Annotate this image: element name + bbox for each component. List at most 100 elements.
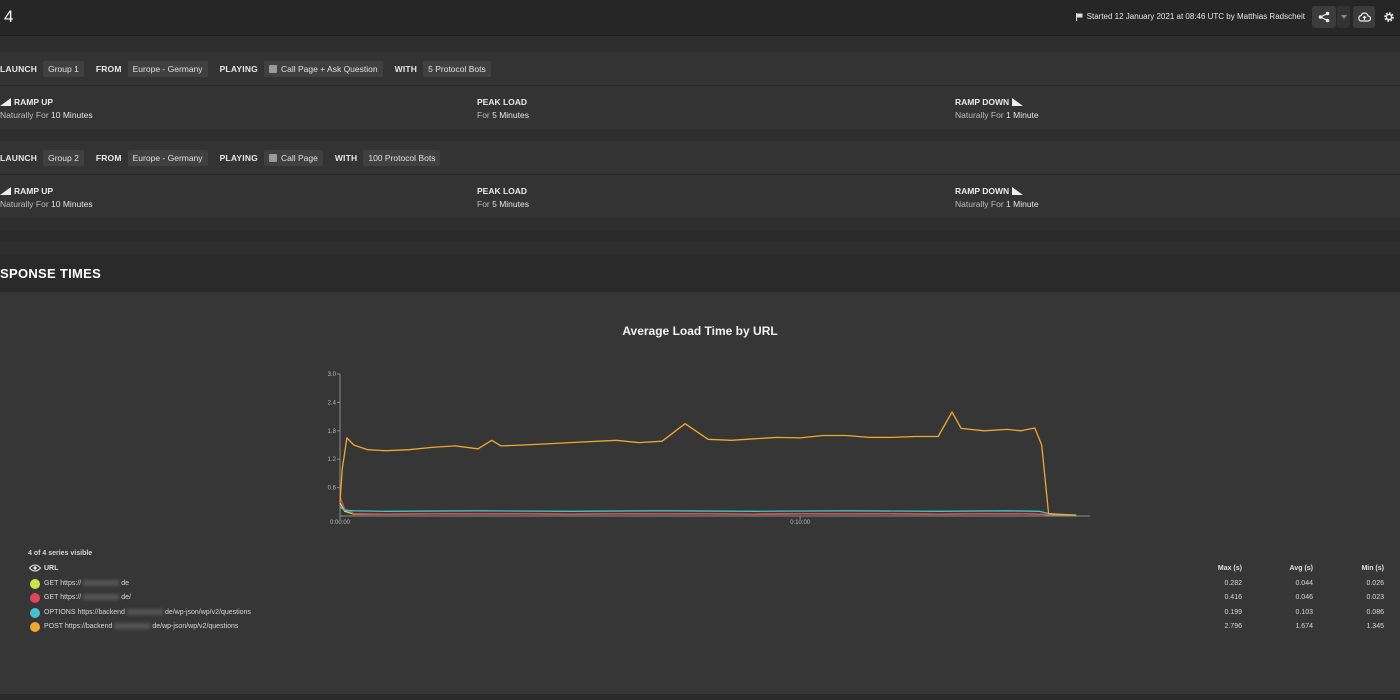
redacted-host xyxy=(114,623,151,630)
group-2-launch-row: LAUNCH Group 2 FROM Europe - Germany PLA… xyxy=(0,149,452,167)
group-1-launch-row: LAUNCH Group 1 FROM Europe - Germany PLA… xyxy=(0,60,503,78)
with-keyword: WITH xyxy=(394,64,418,74)
ramp-down-icon xyxy=(1012,187,1024,195)
section-title: SPONSE TIMES xyxy=(0,266,102,281)
series-min: 0.026 xyxy=(1366,580,1384,587)
series-color-dot[interactable] xyxy=(30,579,40,589)
response-times-header: SPONSE TIMES xyxy=(0,254,1400,292)
region-chip[interactable]: Europe - Germany xyxy=(127,150,208,166)
visible-series-count: 4 of 4 series visible xyxy=(28,550,93,557)
playing-keyword: PLAYING xyxy=(219,153,258,163)
with-keyword: WITH xyxy=(334,153,358,163)
group-2-panel xyxy=(0,141,1400,218)
ramp-up-icon xyxy=(0,98,11,106)
group-name-chip[interactable]: Group 1 xyxy=(43,61,84,77)
series-min: 0.086 xyxy=(1366,608,1384,616)
region-chip[interactable]: Europe - Germany xyxy=(127,61,208,77)
divider xyxy=(0,174,1400,175)
settings-button[interactable] xyxy=(1379,6,1399,28)
series-url: POST https://backend de/wp-json/wp/v2/que… xyxy=(44,622,239,630)
url-column-header: URL xyxy=(44,565,59,572)
legend-header: URL Max (s) Avg (s) Min (s) xyxy=(28,564,1388,578)
series-min: 1.345 xyxy=(1366,622,1384,630)
series-color-dot[interactable] xyxy=(30,621,40,632)
series-max: 0.282 xyxy=(1224,580,1242,587)
ramp-up-title: RAMP UP xyxy=(14,186,54,196)
bots-chip[interactable]: 5 Protocol Bots xyxy=(423,61,491,77)
peak-load-phase: PEAK LOAD For 5 Minutes xyxy=(477,186,529,209)
peak-load-title: PEAK LOAD xyxy=(477,97,528,107)
ramp-up-prefix: Naturally For xyxy=(0,199,49,209)
launch-keyword: LAUNCH xyxy=(0,64,38,74)
series-max: 2.796 xyxy=(1224,622,1242,630)
ramp-up-title: RAMP UP xyxy=(14,97,54,107)
chart-title: Average Load Time by URL xyxy=(622,324,778,338)
ramp-down-phase: RAMP DOWN Naturally For 1 Minute xyxy=(955,186,1039,209)
peak-load-title: PEAK LOAD xyxy=(477,186,528,196)
peak-load-duration: 5 Minutes xyxy=(492,110,529,120)
peak-load-prefix: For xyxy=(477,110,490,120)
ramp-up-phase: RAMP UP Naturally For 10 Minutes xyxy=(0,97,93,120)
series-min: 0.023 xyxy=(1366,594,1384,602)
launch-keyword: LAUNCH xyxy=(0,153,38,163)
started-info: Started 12 January 2021 at 08:46 UTC by … xyxy=(1075,12,1305,21)
bots-count: 100 Protocol Bots xyxy=(368,153,436,163)
redacted-host xyxy=(126,608,163,615)
max-column-header: Max (s) xyxy=(1217,565,1242,572)
bottom-strip xyxy=(0,694,1400,700)
cloud-upload-icon xyxy=(1357,12,1371,22)
redacted-host xyxy=(83,580,120,587)
test-run-number: 4 xyxy=(4,7,14,26)
ramp-up-icon xyxy=(0,187,11,195)
from-keyword: FROM xyxy=(95,153,122,163)
series-url: OPTIONS https://backend de/wp-json/wp/v2/… xyxy=(44,608,251,616)
chevron-down-icon xyxy=(1340,15,1347,19)
group-1-panel xyxy=(0,52,1400,129)
series-url: GET https://de xyxy=(44,580,130,587)
legend-row[interactable]: GET https://de/0.416 0.046 0.023 xyxy=(28,593,1388,607)
bots-chip[interactable]: 100 Protocol Bots xyxy=(363,150,441,166)
gear-icon xyxy=(1384,12,1394,22)
ramp-down-duration: 1 Minute xyxy=(1006,199,1039,209)
eye-icon[interactable] xyxy=(29,564,41,572)
share-button[interactable] xyxy=(1312,6,1336,28)
scenario-name: Call Page xyxy=(280,153,318,163)
min-column-header: Min (s) xyxy=(1361,565,1384,572)
ramp-down-title: RAMP DOWN xyxy=(955,97,1010,107)
series-color-dot[interactable] xyxy=(30,593,40,604)
series-color-dot[interactable] xyxy=(30,607,40,618)
legend-row[interactable]: GET https://de 0.282 0.044 0.026 xyxy=(28,579,1388,593)
ramp-down-prefix: Naturally For xyxy=(955,110,1004,120)
series-max: 0.416 xyxy=(1224,594,1242,602)
spacer-band xyxy=(0,230,1400,242)
series-max: 0.199 xyxy=(1224,608,1242,616)
scenario-icon xyxy=(268,154,277,162)
playing-keyword: PLAYING xyxy=(219,64,258,74)
avg-column-header: Avg (s) xyxy=(1289,565,1313,572)
legend-row[interactable]: POST https://backend de/wp-json/wp/v2/que… xyxy=(28,621,1388,636)
ramp-down-title: RAMP DOWN xyxy=(955,186,1010,196)
divider xyxy=(0,85,1400,86)
redacted-host xyxy=(83,594,120,601)
started-text: Started 12 January 2021 at 08:46 UTC by … xyxy=(1086,12,1305,21)
share-dropdown-button[interactable] xyxy=(1337,6,1350,28)
top-bar: 4 Started 12 January 2021 at 08:46 UTC b… xyxy=(0,0,1400,36)
series-url: GET https://de/ xyxy=(44,594,131,602)
series-avg: 0.046 xyxy=(1295,594,1313,602)
ramp-down-duration: 1 Minute xyxy=(1006,110,1039,120)
group-name: Group 1 xyxy=(48,64,79,74)
group-name: Group 2 xyxy=(48,153,79,163)
scenario-chip[interactable]: Call Page + Ask Question xyxy=(263,61,383,77)
peak-load-duration: 5 Minutes xyxy=(492,199,529,209)
from-keyword: FROM xyxy=(95,64,122,74)
legend-row[interactable]: OPTIONS https://backend de/wp-json/wp/v2/… xyxy=(28,607,1388,622)
series-avg: 0.044 xyxy=(1295,580,1313,587)
ramp-down-icon xyxy=(1012,98,1024,106)
series-avg: 0.103 xyxy=(1295,608,1313,616)
ramp-up-duration: 10 Minutes xyxy=(51,199,93,209)
group-name-chip[interactable]: Group 2 xyxy=(43,150,84,166)
ramp-down-prefix: Naturally For xyxy=(955,199,1004,209)
scenario-chip[interactable]: Call Page xyxy=(263,150,323,166)
upload-button[interactable] xyxy=(1353,6,1375,28)
share-icon xyxy=(1318,11,1330,23)
